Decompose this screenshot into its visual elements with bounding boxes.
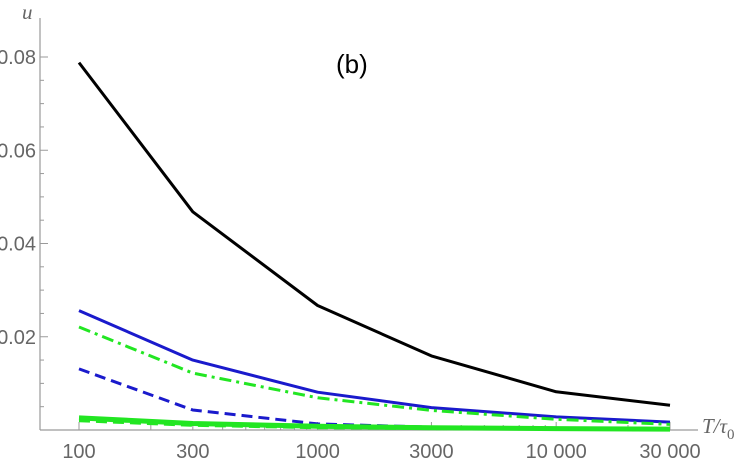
y-axis-label: u — [22, 0, 33, 24]
x-tick-label: 10 000 — [526, 441, 587, 463]
x-axis-label: T/τ0 — [702, 414, 735, 443]
series-line-6 — [78, 419, 671, 431]
x-tick-label: 300 — [176, 441, 209, 463]
axes — [39, 18, 698, 431]
x-axis-label-main: T/τ — [702, 414, 729, 438]
tick-labels: 0.02 0.04 0.06 0.08 100 300 1000 3000 10 000 30 0… — [0, 47, 701, 463]
series-line-2 — [78, 309, 671, 424]
ticks — [40, 56, 671, 430]
x-tick-label: 1000 — [295, 441, 340, 463]
y-tick-label: 0.04 — [0, 234, 36, 256]
x-tick-label: 3000 — [409, 441, 454, 463]
y-tick-label: 0.02 — [0, 327, 36, 349]
series-line-1 — [77, 61, 671, 407]
y-tick-label: 0.06 — [0, 140, 36, 162]
x-axis-label-sub: 0 — [727, 427, 735, 443]
series-line-3 — [78, 325, 671, 426]
annotation-label: (b) — [336, 49, 368, 79]
series-group — [77, 61, 671, 432]
y-tick-label: 0.08 — [0, 47, 36, 69]
x-tick-label: 100 — [62, 441, 95, 463]
x-tick-label: 30 000 — [639, 441, 700, 463]
